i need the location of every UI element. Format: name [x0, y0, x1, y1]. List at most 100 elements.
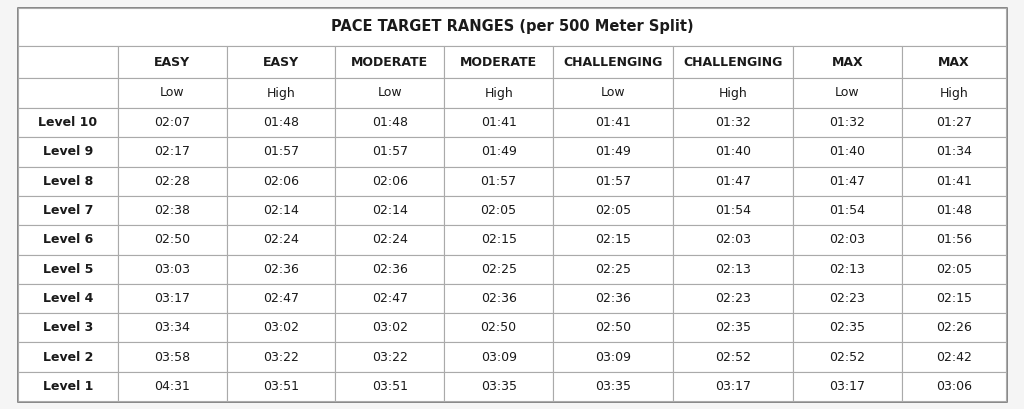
Text: 01:49: 01:49	[480, 146, 517, 158]
Text: EASY: EASY	[155, 56, 190, 68]
Bar	[444, 342, 553, 372]
Text: 03:34: 03:34	[155, 321, 190, 334]
Text: 01:48: 01:48	[936, 204, 972, 217]
Text: 02:03: 02:03	[715, 234, 751, 246]
Text: 03:09: 03:09	[595, 351, 631, 364]
Bar	[444, 137, 553, 166]
Bar	[444, 254, 553, 284]
Text: 01:40: 01:40	[715, 146, 751, 158]
Bar	[902, 313, 1006, 342]
Bar	[336, 196, 444, 225]
Text: Level 8: Level 8	[43, 175, 93, 188]
Text: 03:17: 03:17	[155, 292, 190, 305]
Bar	[793, 254, 902, 284]
Text: CHALLENGING: CHALLENGING	[683, 56, 782, 68]
Bar	[673, 137, 793, 166]
Bar	[793, 313, 902, 342]
Text: 01:57: 01:57	[480, 175, 517, 188]
Text: Low: Low	[835, 86, 859, 99]
Bar	[18, 284, 118, 313]
Text: 01:57: 01:57	[263, 146, 299, 158]
Bar	[444, 108, 553, 137]
Text: EASY: EASY	[263, 56, 299, 68]
Text: 02:24: 02:24	[372, 234, 408, 246]
Text: Level 3: Level 3	[43, 321, 93, 334]
Bar	[902, 196, 1006, 225]
Text: 02:14: 02:14	[372, 204, 408, 217]
Text: 02:05: 02:05	[480, 204, 517, 217]
Bar	[673, 313, 793, 342]
Text: CHALLENGING: CHALLENGING	[563, 56, 663, 68]
Bar	[118, 166, 226, 196]
Text: 01:32: 01:32	[829, 116, 865, 129]
Text: 03:06: 03:06	[936, 380, 972, 393]
Bar	[444, 284, 553, 313]
Text: 02:07: 02:07	[155, 116, 190, 129]
Bar	[336, 137, 444, 166]
Bar	[226, 313, 336, 342]
Text: Level 4: Level 4	[43, 292, 93, 305]
Text: 03:35: 03:35	[480, 380, 517, 393]
Bar	[18, 225, 118, 254]
Bar	[18, 196, 118, 225]
Bar	[336, 108, 444, 137]
Text: 03:17: 03:17	[829, 380, 865, 393]
Bar	[553, 342, 673, 372]
Text: 02:23: 02:23	[715, 292, 751, 305]
Bar	[793, 225, 902, 254]
Text: 02:05: 02:05	[936, 263, 972, 276]
Text: PACE TARGET RANGES (per 500 Meter Split): PACE TARGET RANGES (per 500 Meter Split)	[331, 20, 693, 34]
Bar	[444, 225, 553, 254]
Bar	[902, 78, 1006, 108]
Bar	[793, 46, 902, 78]
Bar	[673, 225, 793, 254]
Bar	[118, 196, 226, 225]
Bar	[902, 342, 1006, 372]
Text: High: High	[266, 86, 296, 99]
Bar	[18, 372, 118, 401]
Bar	[793, 372, 902, 401]
Bar	[902, 284, 1006, 313]
Bar	[118, 372, 226, 401]
Text: 02:38: 02:38	[155, 204, 190, 217]
Bar	[118, 342, 226, 372]
Text: 03:17: 03:17	[715, 380, 751, 393]
Text: 02:47: 02:47	[372, 292, 408, 305]
Text: 03:09: 03:09	[480, 351, 517, 364]
Text: MODERATE: MODERATE	[351, 56, 428, 68]
Bar	[553, 196, 673, 225]
Text: Low: Low	[160, 86, 184, 99]
Bar	[902, 166, 1006, 196]
Bar	[226, 225, 336, 254]
Bar	[673, 46, 793, 78]
Bar	[793, 78, 902, 108]
Bar	[226, 372, 336, 401]
Text: 04:31: 04:31	[155, 380, 190, 393]
Text: 02:25: 02:25	[595, 263, 631, 276]
Text: Level 7: Level 7	[43, 204, 93, 217]
Bar	[118, 46, 226, 78]
Bar	[673, 372, 793, 401]
Bar	[444, 78, 553, 108]
Bar	[118, 254, 226, 284]
Bar	[226, 137, 336, 166]
Text: MAX: MAX	[938, 56, 970, 68]
Text: 02:36: 02:36	[595, 292, 631, 305]
Text: 02:15: 02:15	[936, 292, 972, 305]
Text: 02:13: 02:13	[715, 263, 751, 276]
Bar	[118, 225, 226, 254]
Text: 02:05: 02:05	[595, 204, 631, 217]
Bar	[336, 284, 444, 313]
Text: 01:48: 01:48	[372, 116, 408, 129]
Text: 02:28: 02:28	[155, 175, 190, 188]
Bar	[553, 225, 673, 254]
Text: Level 2: Level 2	[43, 351, 93, 364]
Bar	[226, 166, 336, 196]
Text: 01:40: 01:40	[829, 146, 865, 158]
Text: Level 1: Level 1	[43, 380, 93, 393]
Text: 01:48: 01:48	[263, 116, 299, 129]
Text: 02:17: 02:17	[155, 146, 190, 158]
Bar	[553, 137, 673, 166]
Text: 01:49: 01:49	[595, 146, 631, 158]
Bar	[226, 342, 336, 372]
